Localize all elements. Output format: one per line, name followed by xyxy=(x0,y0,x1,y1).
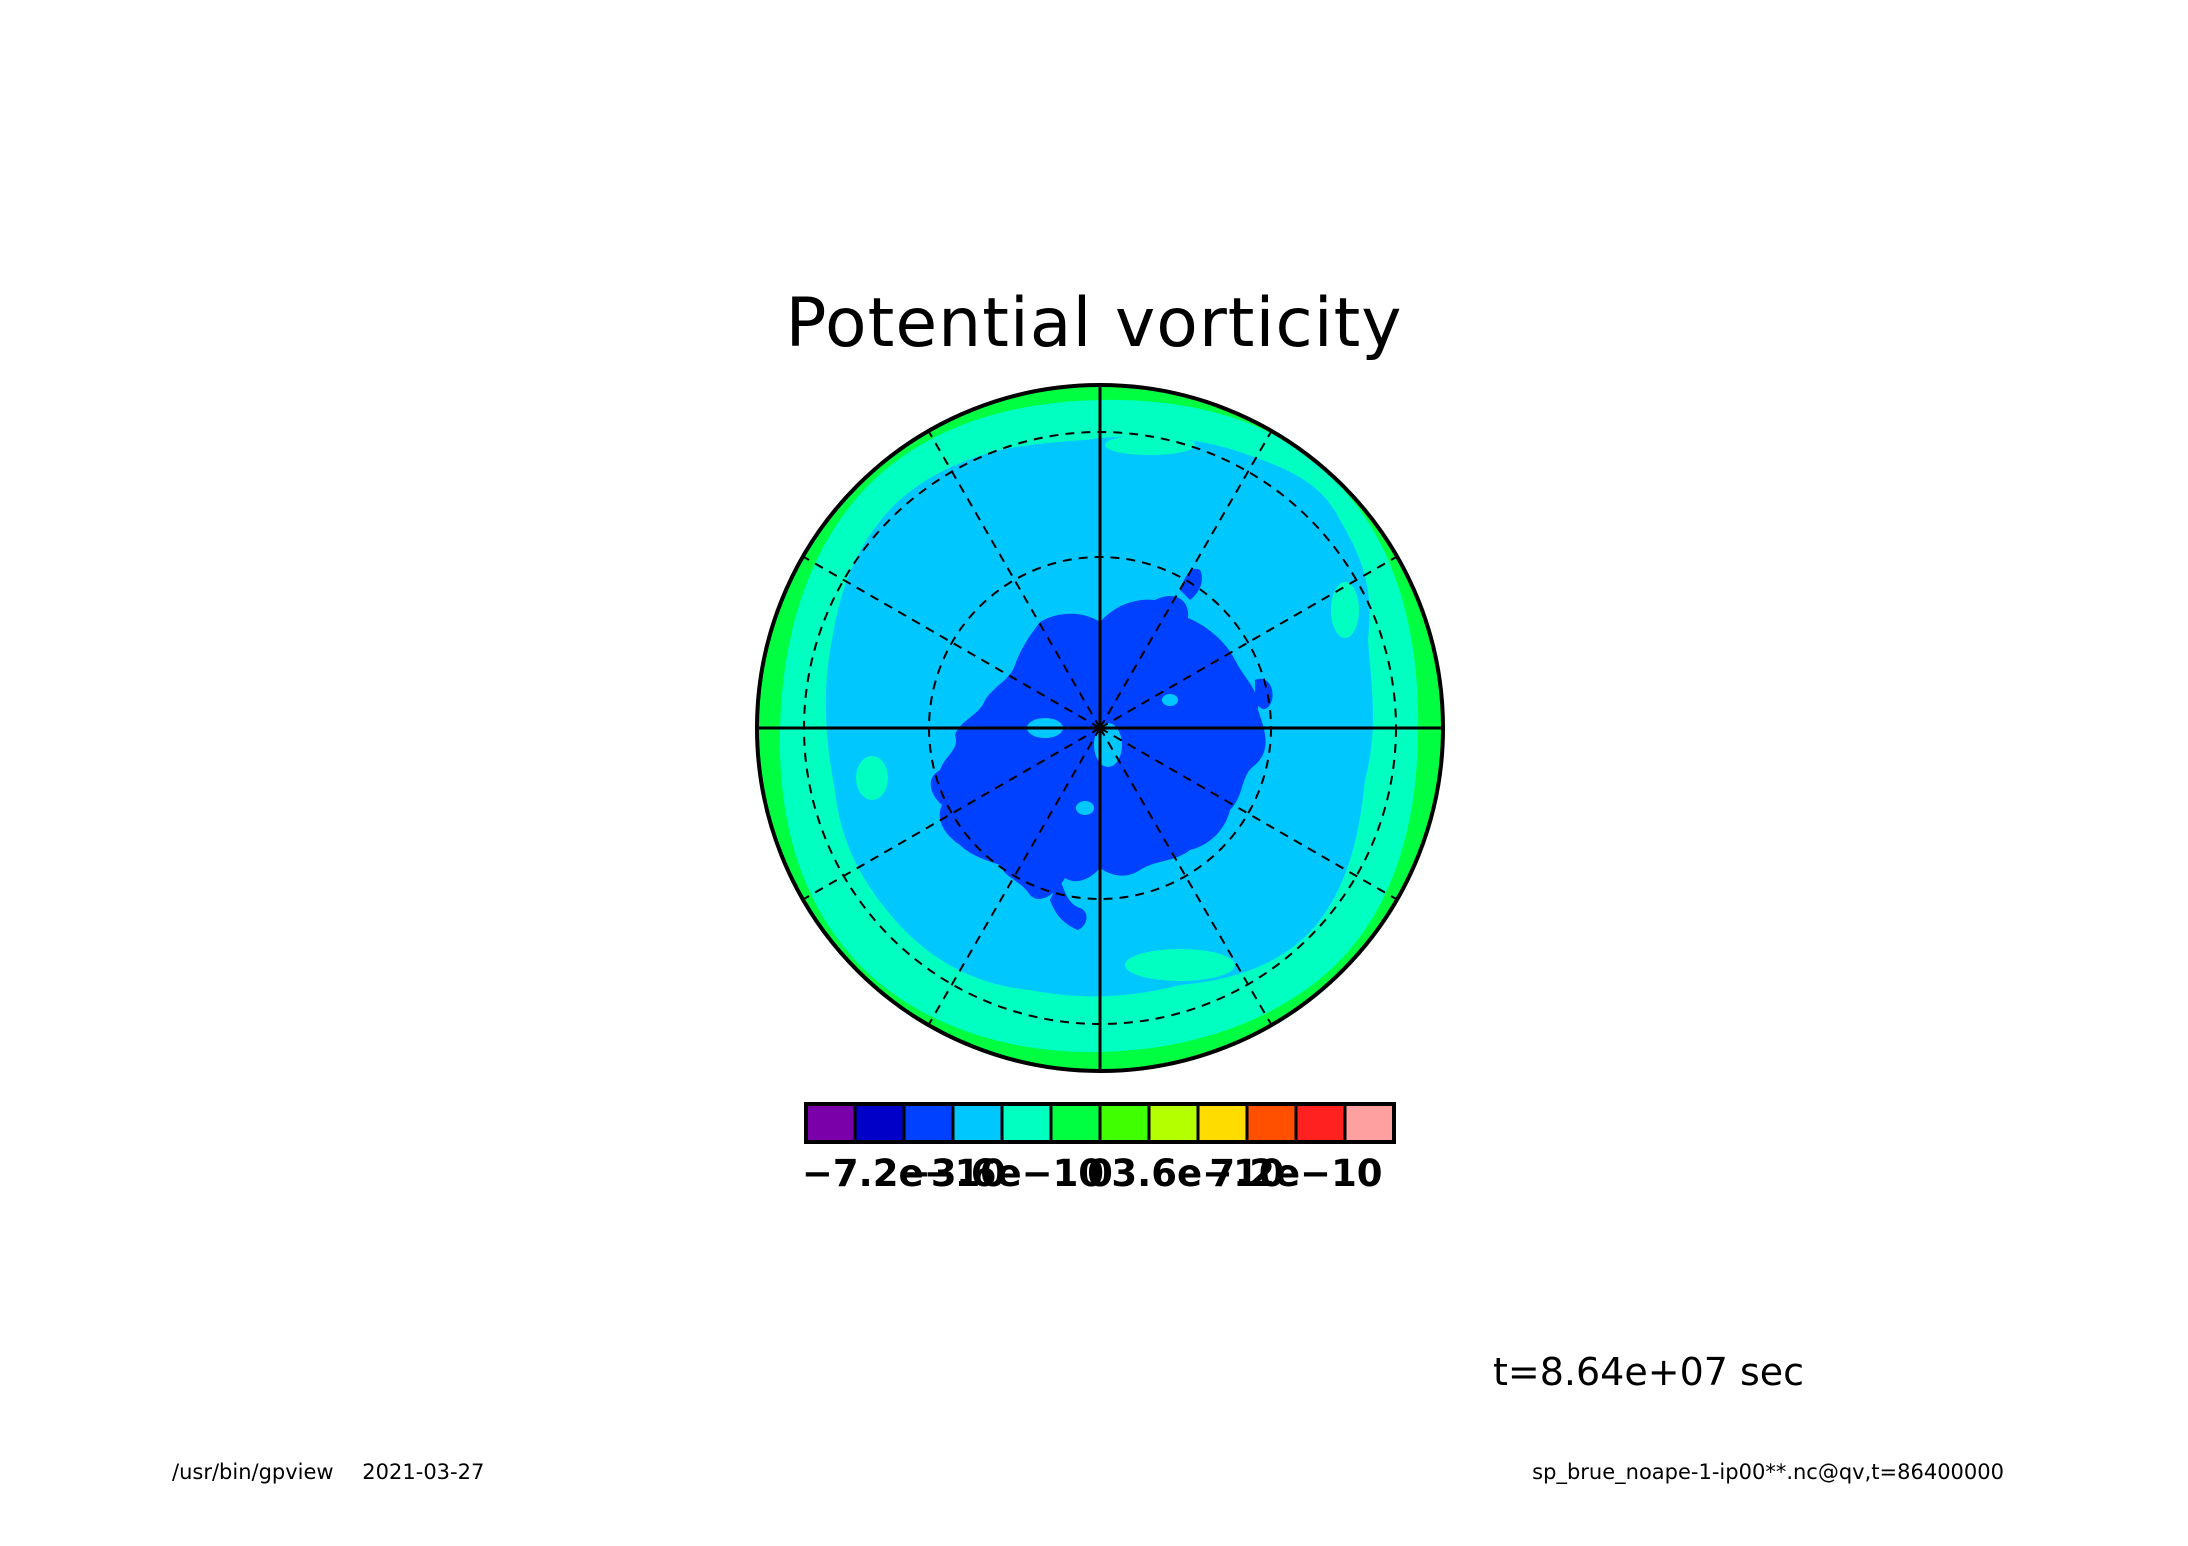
colorbar-tick-label: −7.2e−10 xyxy=(802,1152,1006,1195)
field-patch-teal-4 xyxy=(1105,435,1195,455)
map-grid xyxy=(755,383,1445,1073)
colorbar-cell xyxy=(1343,1102,1396,1144)
chart-title: Potential vorticity xyxy=(785,284,1403,363)
colorbar-tick-label: 7.2e−10 xyxy=(1209,1152,1382,1195)
colorbar-frame xyxy=(804,1102,1396,1144)
footer-program: /usr/bin/gpview xyxy=(172,1460,334,1484)
field-patch-teal-2 xyxy=(856,756,888,800)
colorbar-cell xyxy=(1000,1102,1053,1144)
field-patch-teal-1 xyxy=(1125,949,1235,981)
time-label: t=8.64e+07 sec xyxy=(1493,1350,1805,1394)
colorbar-cell xyxy=(804,1102,857,1144)
colorbar-tick-label: 3.6e−10 xyxy=(1111,1152,1284,1195)
colorbar-cell xyxy=(902,1102,955,1144)
footer-left: /usr/bin/gpview 2021-03-27 xyxy=(172,1460,506,1484)
map-boundary xyxy=(755,383,1445,1073)
footer-source: sp_brue_noape-1-ip00**.nc@qv,t=86400000 xyxy=(1532,1460,2004,1484)
colorbar-cell xyxy=(1196,1102,1249,1144)
field-band-core-arm-1 xyxy=(1050,878,1087,930)
colorbar-cell xyxy=(1294,1102,1347,1144)
colorbar-cell xyxy=(1245,1102,1298,1144)
field-hole-3 xyxy=(1162,694,1178,706)
field-patch-teal-3 xyxy=(1331,582,1359,638)
colorbar-tick-label: 0 xyxy=(1087,1152,1113,1195)
footer-date: 2021-03-27 xyxy=(362,1460,485,1484)
colorbar-tick-label: −3.6e−10 xyxy=(900,1152,1104,1195)
colorbar-cell xyxy=(1049,1102,1102,1144)
field-hole-4 xyxy=(1076,801,1094,815)
colorbar-cell xyxy=(853,1102,906,1144)
colorbar-cell xyxy=(951,1102,1004,1144)
colorbar-cell xyxy=(1098,1102,1151,1144)
colorbar-cell xyxy=(1147,1102,1200,1144)
